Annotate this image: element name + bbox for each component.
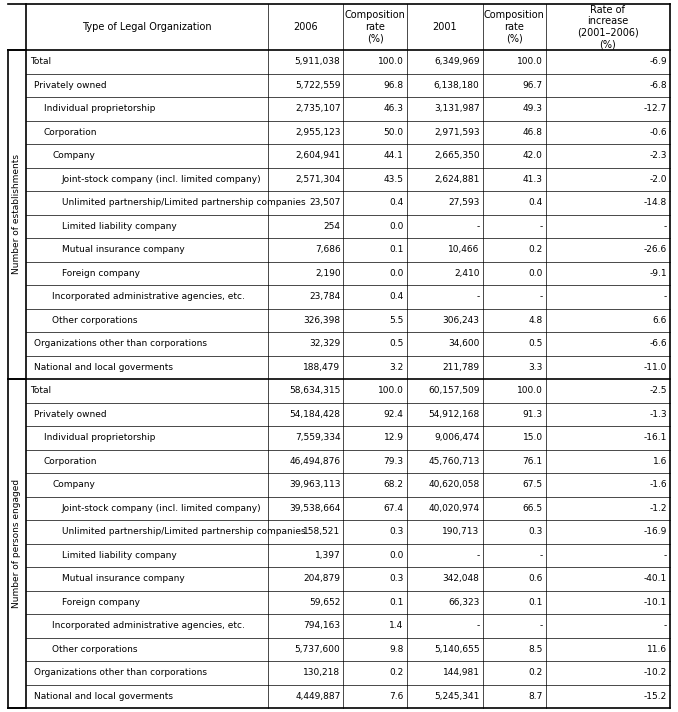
- Text: 0.0: 0.0: [389, 221, 403, 231]
- Text: 5,245,341: 5,245,341: [434, 692, 479, 701]
- Text: 100.0: 100.0: [517, 386, 542, 395]
- Text: 0.4: 0.4: [389, 198, 403, 207]
- Text: 0.1: 0.1: [528, 598, 542, 607]
- Text: 2,971,593: 2,971,593: [434, 127, 479, 137]
- Text: Limited liability company: Limited liability company: [62, 551, 176, 560]
- Text: 5,722,559: 5,722,559: [295, 80, 340, 90]
- Text: 6,138,180: 6,138,180: [434, 80, 479, 90]
- Text: 0.1: 0.1: [389, 245, 403, 254]
- Text: -6.6: -6.6: [650, 339, 667, 348]
- Text: 96.8: 96.8: [384, 80, 403, 90]
- Text: Foreign company: Foreign company: [62, 268, 140, 278]
- Text: Number of persons engaged: Number of persons engaged: [12, 479, 22, 608]
- Text: -1.6: -1.6: [650, 481, 667, 489]
- Text: 0.4: 0.4: [528, 198, 542, 207]
- Text: 2,190: 2,190: [315, 268, 340, 278]
- Text: 130,218: 130,218: [303, 669, 340, 677]
- Text: -: -: [540, 292, 542, 301]
- Text: Individual proprietorship: Individual proprietorship: [43, 433, 155, 442]
- Text: -2.0: -2.0: [650, 174, 667, 184]
- Text: Other corporations: Other corporations: [52, 315, 138, 325]
- Text: 2,604,941: 2,604,941: [295, 151, 340, 160]
- Text: 3,131,987: 3,131,987: [434, 104, 479, 113]
- Text: 23,507: 23,507: [309, 198, 340, 207]
- Text: -: -: [477, 551, 479, 560]
- Text: Mutual insurance company: Mutual insurance company: [62, 575, 184, 583]
- Text: -: -: [540, 551, 542, 560]
- Text: 42.0: 42.0: [523, 151, 542, 160]
- Text: 9,006,474: 9,006,474: [434, 433, 479, 442]
- Text: 5,911,038: 5,911,038: [295, 57, 340, 66]
- Text: 0.5: 0.5: [389, 339, 403, 348]
- Text: -6.8: -6.8: [650, 80, 667, 90]
- Text: 8.5: 8.5: [528, 645, 542, 654]
- Text: 45,760,713: 45,760,713: [428, 457, 479, 466]
- Text: 3.3: 3.3: [528, 362, 542, 372]
- Text: -1.3: -1.3: [650, 409, 667, 419]
- Text: Composition
rate
(%): Composition rate (%): [483, 11, 544, 43]
- Text: -: -: [540, 622, 542, 630]
- Text: -16.9: -16.9: [643, 528, 667, 536]
- Text: Composition
rate
(%): Composition rate (%): [344, 11, 405, 43]
- Text: Limited liability company: Limited liability company: [62, 221, 176, 231]
- Text: Type of Legal Organization: Type of Legal Organization: [82, 22, 212, 32]
- Text: 40,020,974: 40,020,974: [428, 504, 479, 513]
- Text: -: -: [477, 221, 479, 231]
- Text: 342,048: 342,048: [443, 575, 479, 583]
- Text: 2,571,304: 2,571,304: [295, 174, 340, 184]
- Text: Joint-stock company (incl. limited company): Joint-stock company (incl. limited compa…: [62, 174, 261, 184]
- Text: -9.1: -9.1: [650, 268, 667, 278]
- Text: 44.1: 44.1: [384, 151, 403, 160]
- Text: 0.2: 0.2: [528, 245, 542, 254]
- Text: -11.0: -11.0: [643, 362, 667, 372]
- Text: 67.5: 67.5: [523, 481, 542, 489]
- Text: Number of establishments: Number of establishments: [12, 155, 22, 275]
- Text: -: -: [664, 292, 667, 301]
- Text: Joint-stock company (incl. limited company): Joint-stock company (incl. limited compa…: [62, 504, 261, 513]
- Text: 92.4: 92.4: [384, 409, 403, 419]
- Text: 91.3: 91.3: [523, 409, 542, 419]
- Text: Organizations other than corporations: Organizations other than corporations: [35, 669, 207, 677]
- Text: Total: Total: [30, 386, 51, 395]
- Text: 66,323: 66,323: [448, 598, 479, 607]
- Text: 6.6: 6.6: [653, 315, 667, 325]
- Text: -: -: [664, 551, 667, 560]
- Text: 34,600: 34,600: [448, 339, 479, 348]
- Text: -40.1: -40.1: [643, 575, 667, 583]
- Text: 58,634,315: 58,634,315: [289, 386, 340, 395]
- Text: 2001: 2001: [433, 22, 457, 32]
- Text: 27,593: 27,593: [448, 198, 479, 207]
- Text: 66.5: 66.5: [523, 504, 542, 513]
- Text: 0.6: 0.6: [528, 575, 542, 583]
- Text: -: -: [540, 221, 542, 231]
- Text: 4,449,887: 4,449,887: [295, 692, 340, 701]
- Text: 7,559,334: 7,559,334: [295, 433, 340, 442]
- Text: Unlimited partnership/Limited partnership companies: Unlimited partnership/Limited partnershi…: [62, 528, 305, 536]
- Text: Foreign company: Foreign company: [62, 598, 140, 607]
- Text: 76.1: 76.1: [523, 457, 542, 466]
- Text: 211,789: 211,789: [443, 362, 479, 372]
- Text: 5,140,655: 5,140,655: [434, 645, 479, 654]
- Text: 2006: 2006: [293, 22, 318, 32]
- Text: -2.5: -2.5: [650, 386, 667, 395]
- Text: 190,713: 190,713: [442, 528, 479, 536]
- Text: 794,163: 794,163: [303, 622, 340, 630]
- Text: 39,963,113: 39,963,113: [289, 481, 340, 489]
- Text: 2,735,107: 2,735,107: [295, 104, 340, 113]
- Text: 0.0: 0.0: [389, 268, 403, 278]
- Text: -26.6: -26.6: [643, 245, 667, 254]
- Text: -: -: [664, 221, 667, 231]
- Text: 10,466: 10,466: [448, 245, 479, 254]
- Text: 0.3: 0.3: [528, 528, 542, 536]
- Text: -: -: [477, 622, 479, 630]
- Text: 54,184,428: 54,184,428: [290, 409, 340, 419]
- Text: -: -: [477, 292, 479, 301]
- Text: 188,479: 188,479: [303, 362, 340, 372]
- Text: Other corporations: Other corporations: [52, 645, 138, 654]
- Text: 0.3: 0.3: [389, 575, 403, 583]
- Text: -16.1: -16.1: [643, 433, 667, 442]
- Text: 0.4: 0.4: [389, 292, 403, 301]
- Text: Rate of
increase
(2001–2006)
(%): Rate of increase (2001–2006) (%): [577, 4, 639, 49]
- Text: National and local goverments: National and local goverments: [35, 692, 174, 701]
- Text: 254: 254: [323, 221, 340, 231]
